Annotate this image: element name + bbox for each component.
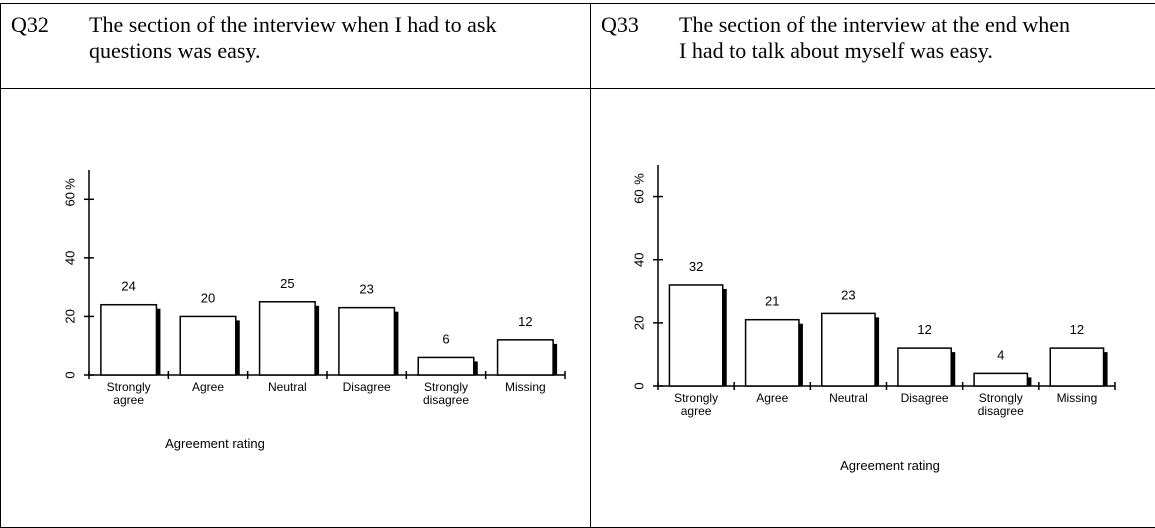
bar [1049,347,1105,387]
x-tick-label-box: Disagree [900,392,949,405]
x-tick-label-box: Agree [191,381,225,394]
x-tick-label: Strongly agree [674,392,719,418]
header-cell: Q32 The section of the interview when I … [0,3,591,89]
data-label: 20 [201,290,215,305]
question-id: Q33 [601,12,639,37]
x-axis-label: Agreement rating [165,436,265,451]
header-cell: Q33 The section of the interview at the … [590,3,1155,89]
bar [179,315,237,376]
data-label: 24 [121,279,135,294]
x-axis-label: Agreement rating [840,458,940,473]
bar [417,356,475,376]
x-tick-label-box: Strongly agree [674,392,719,418]
x-tick-label: Strongly disagree [977,392,1024,418]
bar [496,339,554,376]
y-tick-label: 60 [631,189,646,203]
question-text: The section of the interview at the end … [679,12,1070,63]
data-label: 23 [841,287,855,302]
page: Q32 The section of the interview when I … [0,3,1155,528]
x-tick-label-box: Strongly agree [106,381,151,407]
x-tick-label: Neutral [267,381,307,394]
data-label: 32 [689,259,703,274]
y-tick-label: 20 [631,316,646,330]
y-tick-label: 0 [62,371,77,378]
x-tick-label-box: Agree [756,392,789,405]
x-tick-label-box: Neutral [267,381,307,394]
x-tick-label: Missing [504,381,546,394]
x-tick-label: Strongly disagree [422,381,470,407]
x-tick-label-box: Strongly disagree [422,381,470,407]
y-tick-label: 60 [62,192,77,206]
y-tick-label: 0 [631,382,646,389]
x-tick-label-box: Missing [504,381,546,394]
y-axis-label: % [631,173,646,185]
data-label: 23 [359,282,373,297]
data-label: 21 [765,294,779,309]
bar [744,318,800,387]
x-tick-label: Neutral [829,392,868,405]
x-tick-label-box: Neutral [829,392,868,405]
bar [668,284,724,387]
bar [258,301,316,376]
bar [100,303,158,376]
x-tick-label: Agree [191,381,225,394]
x-tick-label: Disagree [900,392,949,405]
x-tick-label: Missing [1056,392,1098,405]
x-tick-label: Disagree [342,381,391,394]
y-axis-label: % [62,178,77,190]
x-tick-label: Agree [756,392,789,405]
x-tick-label: Strongly agree [106,381,151,407]
data-label: 12 [518,314,532,329]
bar [821,312,876,387]
x-tick-label-box: Strongly disagree [977,392,1024,418]
data-label: 4 [997,347,1004,362]
bar [897,347,952,387]
y-tick-label: 40 [631,252,646,266]
bar [973,372,1029,387]
data-label: 12 [917,322,931,337]
x-tick-label-box: Disagree [342,381,391,394]
question-text: The section of the interview when I had … [89,12,497,63]
question-id: Q32 [11,12,49,37]
data-label: 12 [1070,322,1084,337]
y-tick-label: 20 [62,309,77,323]
x-tick-label-box: Missing [1056,392,1098,405]
y-tick-label: 40 [62,251,77,265]
data-label: 25 [280,276,294,291]
bar [338,306,396,376]
data-label: 6 [442,331,449,346]
